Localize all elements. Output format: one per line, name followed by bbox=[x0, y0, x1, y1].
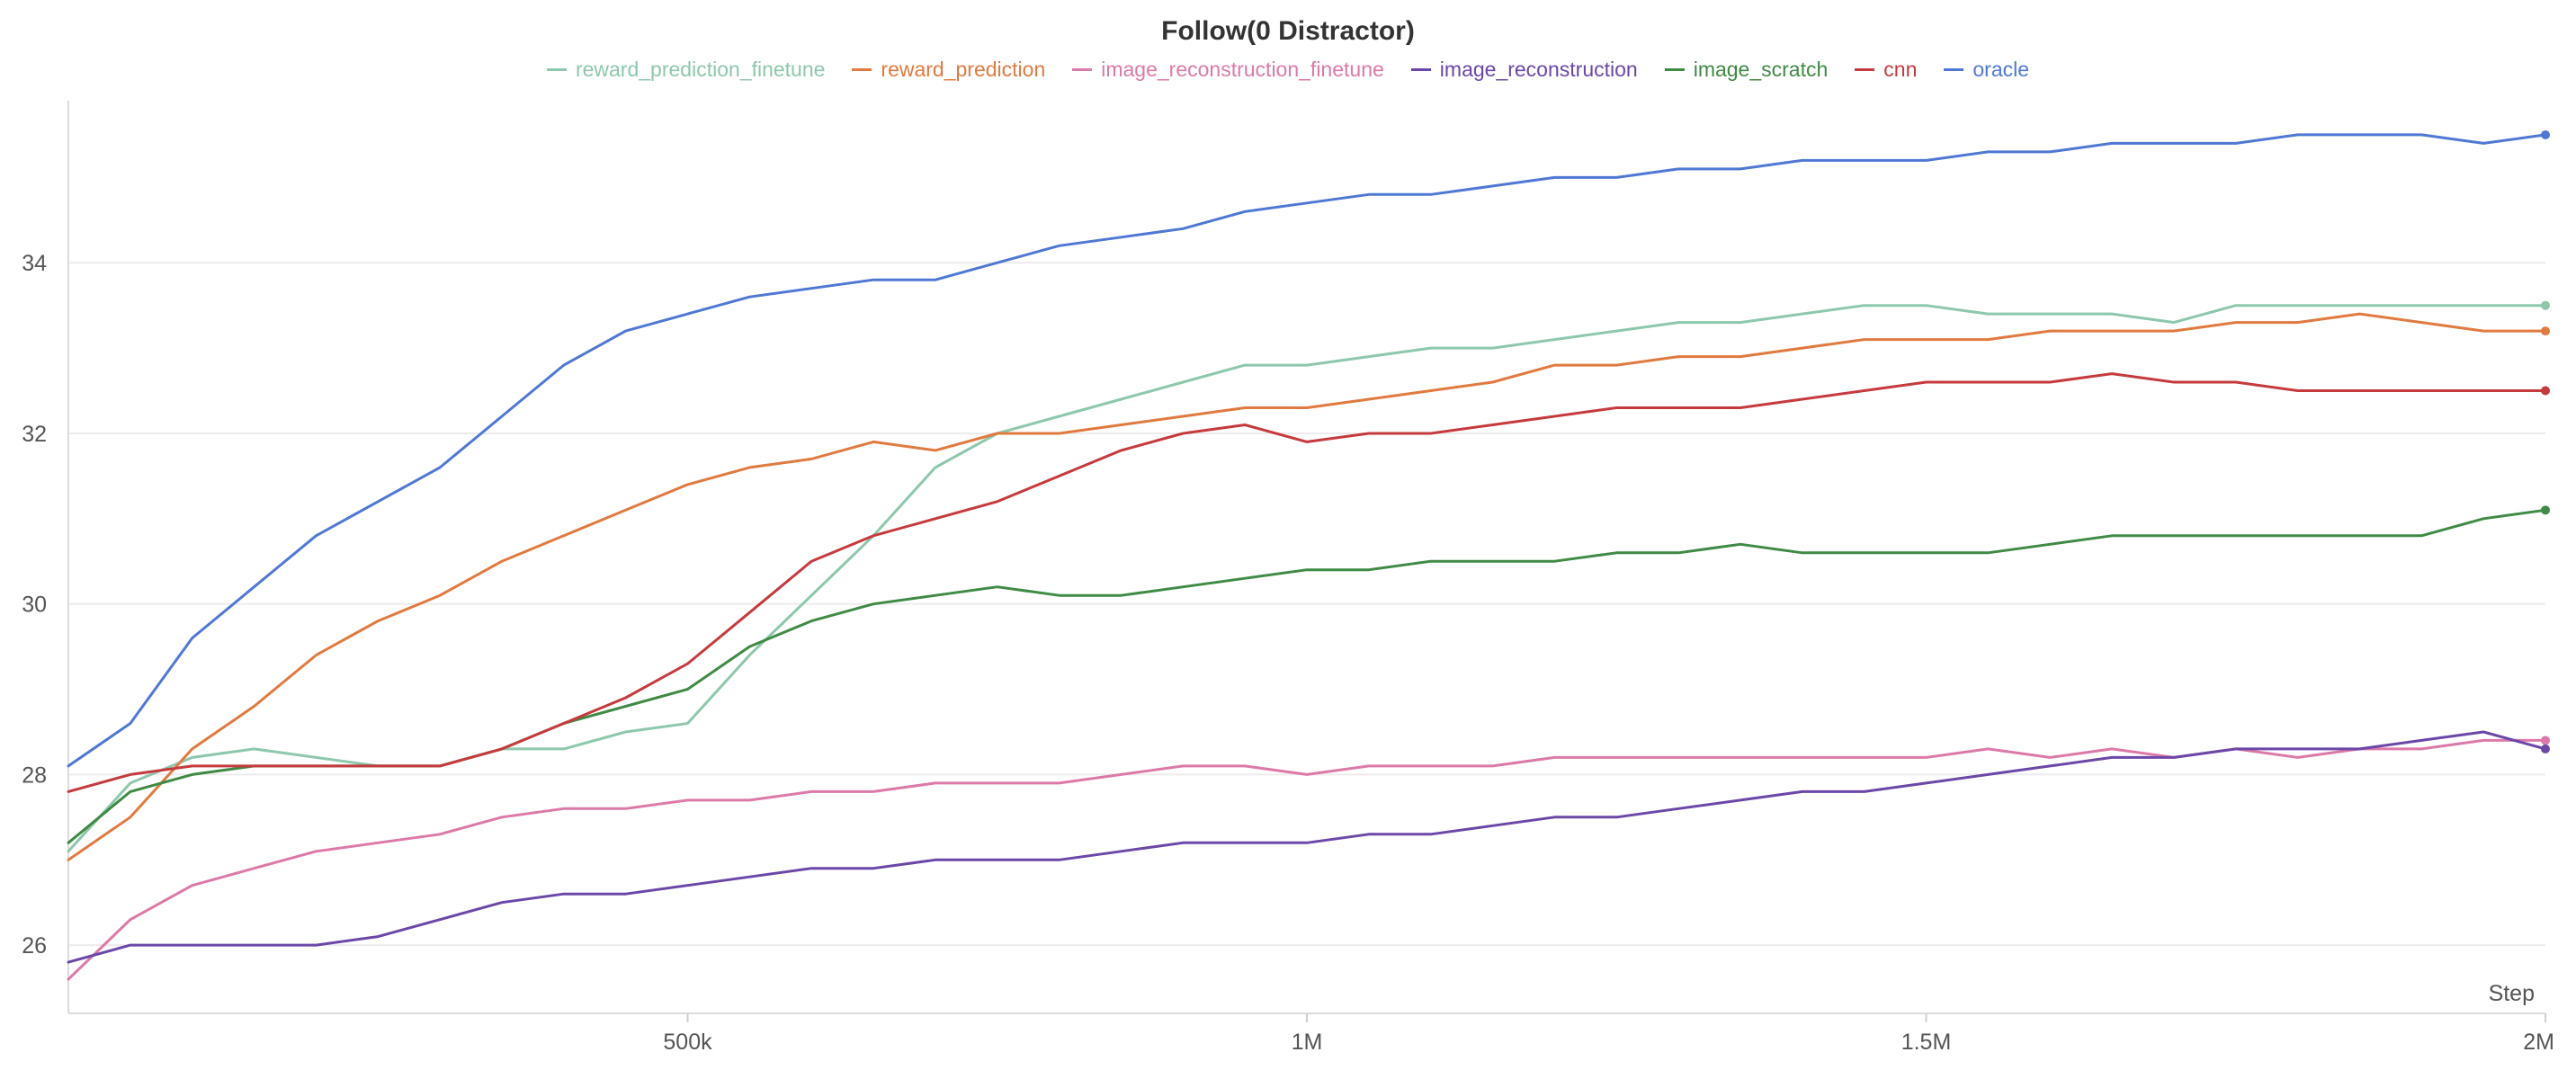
series-line-oracle bbox=[67, 133, 2547, 768]
y-tick-label: 30 bbox=[22, 593, 47, 618]
series-line-cnn bbox=[67, 372, 2547, 793]
y-tick-label: 34 bbox=[22, 251, 47, 276]
y-tick-label: 26 bbox=[22, 933, 47, 959]
legend-item[interactable]: image_scratch bbox=[1664, 58, 1829, 82]
legend-label: image_reconstruction bbox=[1439, 58, 1638, 81]
chart-title: Follow(0 Distractor) bbox=[1161, 16, 1415, 46]
axes bbox=[67, 101, 2546, 1022]
series-end-marker bbox=[2541, 129, 2550, 139]
series-lines bbox=[67, 129, 2550, 981]
series-line-reward-prediction-finetune bbox=[67, 304, 2547, 853]
legend-item[interactable]: image_reconstruction_finetune bbox=[1072, 58, 1384, 82]
x-tick-label: 2M bbox=[2523, 1030, 2554, 1055]
legend-label: cnn bbox=[1883, 58, 1918, 81]
tick-labels: 26 28 30 32 34 500k 1M 1.5M 2M Step bbox=[22, 251, 2554, 1055]
legend-label: reward_prediction_finetune bbox=[575, 58, 826, 81]
legend-swatch bbox=[1855, 68, 1875, 71]
legend-item[interactable]: reward_prediction bbox=[852, 58, 1045, 82]
legend: reward_prediction_finetune reward_predict… bbox=[0, 58, 2576, 82]
legend-item[interactable]: oracle bbox=[1944, 58, 2029, 82]
series-end-marker bbox=[2541, 300, 2550, 310]
legend-item[interactable]: reward_prediction_finetune bbox=[546, 58, 826, 82]
series-end-marker bbox=[2541, 744, 2550, 754]
legend-item[interactable]: cnn bbox=[1855, 58, 1917, 82]
series-line-image-scratch bbox=[67, 508, 2547, 844]
series-end-marker bbox=[2541, 736, 2550, 745]
series-line-reward-prediction bbox=[67, 312, 2547, 861]
series-end-marker bbox=[2541, 505, 2550, 515]
legend-swatch bbox=[546, 68, 567, 71]
legend-swatch bbox=[1410, 68, 1431, 71]
y-tick-label: 32 bbox=[22, 422, 47, 447]
y-tick-label: 28 bbox=[22, 762, 47, 788]
legend-label: image_scratch bbox=[1693, 58, 1829, 81]
legend-label: reward_prediction bbox=[881, 58, 1046, 81]
legend-swatch bbox=[1072, 68, 1093, 71]
series-end-marker bbox=[2541, 386, 2550, 396]
x-tick-label: 1M bbox=[1292, 1030, 1323, 1055]
series-line-image-reconstruction bbox=[67, 730, 2547, 964]
legend-label: oracle bbox=[1972, 58, 2030, 81]
legend-swatch bbox=[1944, 68, 1964, 71]
legend-label: image_reconstruction_finetune bbox=[1101, 58, 1384, 81]
x-tick-label: 500k bbox=[663, 1030, 712, 1055]
legend-item[interactable]: image_reconstruction bbox=[1410, 58, 1638, 82]
x-axis-label: Step bbox=[2489, 981, 2535, 1006]
series-line-image-reconstruction-finetune bbox=[67, 738, 2547, 981]
x-tick-label: 1.5M bbox=[1901, 1030, 1952, 1055]
legend-swatch bbox=[1664, 68, 1685, 71]
legend-swatch bbox=[852, 68, 872, 71]
series-end-marker bbox=[2541, 326, 2550, 336]
